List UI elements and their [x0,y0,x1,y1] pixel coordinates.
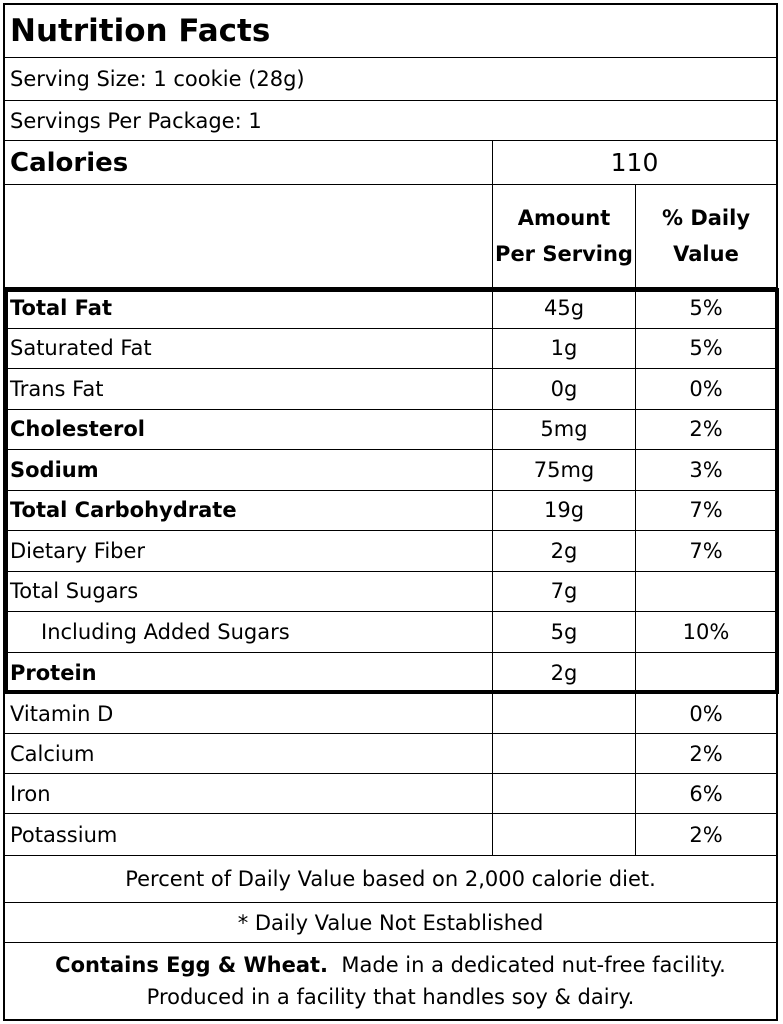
servings-per-package-row: Servings Per Package: 1 [5,101,776,141]
calories-row: Calories 110 [5,141,776,185]
vitamin-amount [493,774,636,813]
nutrient-name: Saturated Fat [5,328,493,368]
calories-label: Calories [5,141,493,184]
vitamin-amount [493,814,636,855]
allergen-statement-row: Contains Egg & Wheat. Made in a dedicate… [5,943,776,1019]
nutrient-row: Total Sugars 7g [5,571,776,612]
nutrient-name: Cholesterol [5,409,493,449]
nutrient-row: Cholesterol 5mg 2% [5,409,776,450]
vitamin-name: Potassium [5,814,493,855]
vitamin-row: Potassium 2% [5,814,776,856]
nutrient-daily-value: 10% [682,619,730,644]
nutrient-row: Saturated Fat 1g 5% [5,328,776,369]
vitamin-daily-value: 6% [689,781,723,806]
daily-value-footnote-row: Percent of Daily Value based on 2,000 ca… [5,856,776,903]
vitamin-daily-value: 0% [689,701,723,726]
nutrient-daily-value: 7% [689,538,723,563]
nutrient-name: Trans Fat [5,369,493,409]
vitamin-name: Vitamin D [5,694,493,733]
facility-statement-1: Made in a dedicated nut-free facility. [341,953,726,977]
not-established-footnote: * Daily Value Not Established [237,910,544,935]
nutrient-daily-value: 5% [689,336,723,361]
nutrition-label: Nutrition Facts Serving Size: 1 cookie (… [3,3,779,1021]
nutrient-amount: 0g [493,369,636,409]
amount-header-line1: Amount [517,206,611,230]
nutrient-amount: 75mg [493,450,636,490]
nutrient-name: Total Carbohydrate [5,490,493,530]
nutrient-daily-value: 0% [689,376,723,401]
nutrient-name: Protein [5,652,493,693]
vitamin-daily-value: 2% [689,822,723,847]
nutrient-daily-value: 5% [689,295,723,320]
vitamin-row: Iron 6% [5,774,776,814]
nutrient-amount: 5g [493,612,636,652]
nutrient-daily-value: 7% [689,498,723,523]
allergen-line-1: Contains Egg & Wheat. Made in a dedicate… [55,949,726,981]
calories-value: 110 [610,148,659,177]
nutrient-row: Trans Fat 0g 0% [5,369,776,410]
vitamin-amount [493,694,636,733]
nutrient-name: Dietary Fiber [5,531,493,571]
nutrient-name: Total Sugars [5,571,493,611]
nutrient-row: Sodium 75mg 3% [5,450,776,491]
vitamin-daily-value: 2% [689,741,723,766]
label-title: Nutrition Facts [10,13,271,49]
nutrient-daily-value [636,572,776,612]
vitamin-row: Vitamin D 0% [5,694,776,734]
nutrient-name: Including Added Sugars [5,612,493,652]
nutrient-amount: 7g [493,571,636,611]
nutrient-daily-value: 2% [689,417,723,442]
nutrient-amount: 2g [493,652,636,693]
not-established-footnote-row: * Daily Value Not Established [5,903,776,943]
serving-size: Serving Size: 1 cookie (28g) [10,67,305,91]
daily-value-header: % Daily Value [636,185,776,287]
dv-header-line2: Value [673,242,739,266]
serving-size-row: Serving Size: 1 cookie (28g) [5,58,776,101]
nutrient-daily-value [636,653,776,694]
vitamin-name: Calcium [5,734,493,773]
amount-header-line2: Per Serving [495,242,633,266]
facility-statement-2: Produced in a facility that handles soy … [146,985,635,1009]
nutrient-row: Total Fat 45g 5% [5,288,776,329]
nutrient-amount: 5mg [493,409,636,449]
vitamin-row: Calcium 2% [5,734,776,774]
allergen-contains: Contains Egg & Wheat. [55,953,329,977]
nutrient-amount: 2g [493,531,636,571]
column-header-row: Amount Per Serving % Daily Value [5,185,776,288]
nutrient-name: Sodium [5,450,493,490]
nutrient-row: Including Added Sugars 5g 10% [5,612,776,653]
amount-per-serving-header: Amount Per Serving [493,185,636,287]
dv-header-line1: % Daily [661,206,751,230]
allergen-statement: Contains Egg & Wheat. Made in a dedicate… [5,943,776,1019]
vitamin-name: Iron [5,774,493,813]
nutrient-row: Total Carbohydrate 19g 7% [5,490,776,531]
nutrient-amount: 1g [493,328,636,368]
nutrient-amount: 45g [493,288,636,328]
vitamin-amount [493,734,636,773]
nutrient-name: Total Fat [5,288,493,328]
nutrient-row: Dietary Fiber 2g 7% [5,531,776,572]
nutrient-row: Protein 2g [5,652,776,694]
title-row: Nutrition Facts [5,5,776,58]
daily-value-footnote: Percent of Daily Value based on 2,000 ca… [125,867,656,891]
nutrient-daily-value: 3% [689,457,723,482]
nutrient-header-blank [5,185,493,287]
servings-per-package: Servings Per Package: 1 [10,108,262,133]
nutrient-amount: 19g [493,490,636,530]
